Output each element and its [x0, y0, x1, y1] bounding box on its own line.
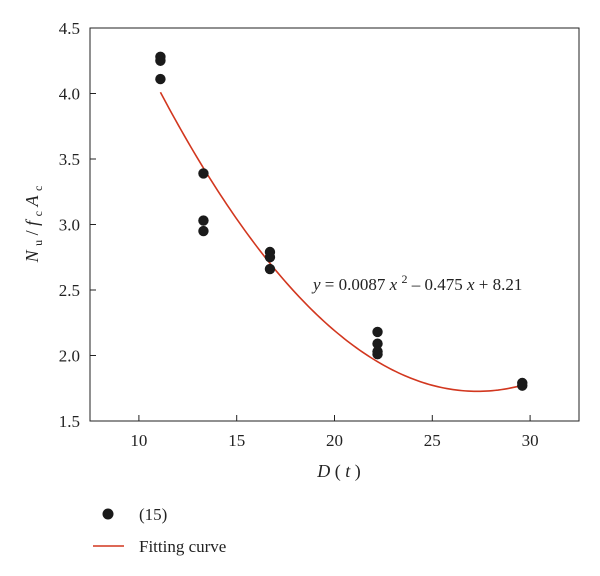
- data-point: [372, 348, 383, 360]
- legend-label-curve: Fitting curve: [139, 537, 226, 556]
- x-tick-label: 15: [228, 431, 245, 450]
- y-tick-label: 1.5: [59, 412, 80, 431]
- y-axis-label: N u / f c A c: [22, 186, 46, 264]
- data-point: [264, 252, 276, 263]
- data-points: [155, 51, 528, 391]
- y-axis-label-a-sub: c: [31, 186, 45, 191]
- equation-part2: – 0.475: [411, 275, 463, 294]
- x-tick-label: 30: [522, 431, 539, 450]
- equation-part3: + 8.21: [479, 275, 523, 294]
- y-axis-label-a: A: [22, 194, 42, 207]
- x-axis-label-var: t: [345, 461, 351, 481]
- x-axis-label-open: (: [335, 461, 341, 482]
- y-axis-label-n-sub: u: [31, 240, 45, 246]
- fitting-curve-line: [159, 91, 523, 393]
- data-point: [372, 326, 383, 338]
- data-point: [155, 73, 166, 85]
- y-axis-label-slash: /: [22, 230, 42, 235]
- x-axis-label-close: ): [355, 461, 361, 482]
- data-point: [198, 168, 209, 179]
- y-tick-label: 2.0: [59, 347, 80, 366]
- data-point: [155, 55, 166, 66]
- data-point: [198, 215, 209, 226]
- data-point: [372, 338, 383, 349]
- equation-y: y: [311, 275, 321, 294]
- fit-equation: y = 0.0087 x 2 – 0.475 x + 8.21: [311, 268, 522, 294]
- plot-frame: [89, 27, 580, 422]
- x-axis-ticks: 10 15 20 25 30: [130, 415, 539, 450]
- y-axis-label-n: N: [22, 249, 42, 263]
- y-axis-ticks: 1.5 2.0 2.5 3.0 3.5 4.0 4.5: [59, 19, 96, 431]
- y-axis-label-f-sub: c: [31, 211, 45, 216]
- legend-marker-points: [102, 508, 114, 520]
- equation-x2: x: [466, 275, 475, 294]
- y-tick-label: 3.0: [59, 216, 80, 235]
- y-tick-label: 3.5: [59, 150, 80, 169]
- data-point: [517, 380, 528, 391]
- x-axis-label-main: D: [316, 461, 330, 481]
- x-tick-label: 10: [130, 431, 147, 450]
- equation-x1: x: [389, 275, 398, 294]
- equation-exponent: 2: [401, 272, 407, 286]
- y-tick-label: 4.0: [59, 85, 80, 104]
- legend-label-points: (15): [139, 505, 167, 524]
- legend: (15) Fitting curve: [93, 505, 226, 556]
- x-axis-label: D ( t ): [316, 461, 361, 482]
- data-point: [264, 263, 276, 275]
- x-tick-label: 20: [326, 431, 343, 450]
- equation-part1: = 0.0087: [325, 275, 386, 294]
- y-tick-label: 2.5: [59, 281, 80, 300]
- x-tick-label: 25: [424, 431, 441, 450]
- data-point: [198, 225, 209, 237]
- y-axis-label-f: f: [22, 218, 42, 226]
- y-tick-label: 4.5: [59, 19, 80, 38]
